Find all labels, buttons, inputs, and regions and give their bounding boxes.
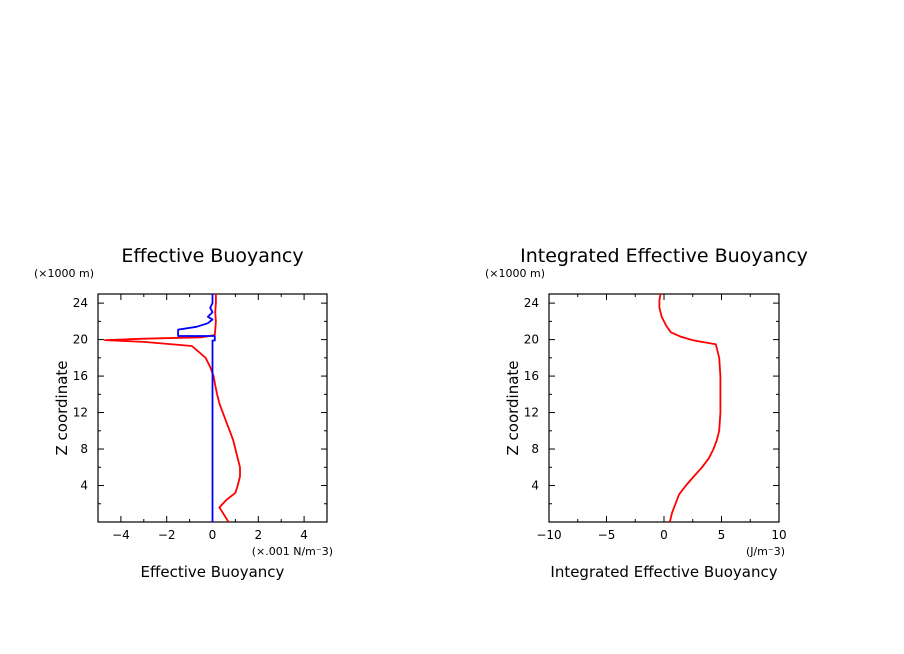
y-tick-label: 16 (524, 369, 539, 383)
plot-frame (548, 293, 780, 523)
y-tick-label: 20 (73, 333, 88, 347)
y-axis-unit: (×1000 m) (34, 267, 94, 280)
x-tick-label: 2 (254, 528, 262, 542)
x-axis-unit: (J/m⁻3) (746, 545, 785, 558)
x-tick-label: 4 (300, 528, 308, 542)
chart-panel-2: Integrated Effective Buoyancy(×1000 m)(J… (485, 245, 808, 581)
y-tick-label: 16 (73, 369, 88, 383)
x-axis-label: Integrated Effective Buoyancy (550, 563, 777, 581)
x-tick-label: −5 (598, 528, 616, 542)
y-tick-label: 24 (524, 296, 539, 310)
y-tick-label: 24 (73, 296, 88, 310)
x-tick-label: −10 (536, 528, 561, 542)
y-axis-label: Z coordinate (504, 360, 522, 455)
y-axis-unit: (×1000 m) (485, 267, 545, 280)
y-tick-label: 4 (531, 479, 539, 493)
series-line-2 (177, 294, 216, 522)
y-tick-label: 20 (524, 333, 539, 347)
x-tick-label: 0 (209, 528, 217, 542)
x-tick-label: 5 (718, 528, 726, 542)
y-tick-label: 8 (531, 442, 539, 456)
y-axis-label: Z coordinate (53, 360, 71, 455)
x-axis-label: Effective Buoyancy (141, 563, 285, 581)
y-tick-label: 12 (73, 406, 88, 420)
y-tick-label: 12 (524, 406, 539, 420)
y-tick-label: 4 (80, 479, 88, 493)
x-axis-unit: (×.001 N/m⁻3) (252, 545, 333, 558)
x-tick-label: 0 (660, 528, 668, 542)
y-tick-label: 8 (80, 442, 88, 456)
x-tick-label: 10 (771, 528, 786, 542)
x-tick-label: −2 (158, 528, 176, 542)
chart-panel-1: Effective Buoyancy (×1000 m) (×.001 N/m⁻3)… (34, 245, 333, 581)
series-line-1 (658, 294, 722, 522)
chart-title: Effective Buoyancy (121, 245, 303, 267)
series-line-1 (104, 294, 241, 522)
chart-title: Integrated Effective Buoyancy (520, 245, 808, 267)
x-tick-label: −4 (112, 528, 130, 542)
